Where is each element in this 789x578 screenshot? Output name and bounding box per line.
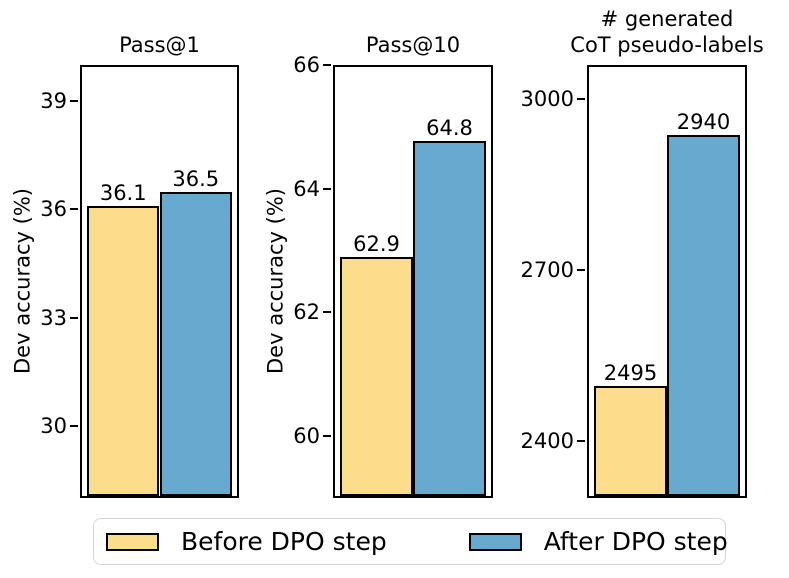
- y-tick-mark: [323, 187, 331, 190]
- y-tick-label: 62: [293, 300, 320, 325]
- y-tick-mark: [577, 269, 585, 272]
- y-tick-label: 3000: [520, 87, 574, 112]
- legend-item-before-dpo: Before DPO step: [106, 527, 387, 556]
- axes-pass1: 36.1 36.5: [80, 65, 239, 498]
- y-tick-label: 2400: [520, 429, 574, 454]
- bar-before-dpo-step: [593, 385, 667, 496]
- y-tick-label: 39: [40, 89, 67, 114]
- y-tick-label: 30: [40, 413, 67, 438]
- y-tick-label: 64: [293, 176, 320, 201]
- bar-before-dpo-step: [339, 257, 413, 496]
- legend-item-after-dpo: After DPO step: [468, 527, 728, 556]
- bar-value-label: 36.5: [172, 167, 220, 192]
- y-tick-label: 66: [293, 53, 320, 77]
- legend-label-before-dpo: Before DPO step: [181, 527, 387, 556]
- y-tick-mark: [323, 435, 331, 438]
- y-axis-label-pass1: Dev accuracy (%): [10, 188, 35, 374]
- panel-title-pass1: Pass@1: [119, 32, 200, 57]
- bar-value-label: 64.8: [426, 115, 473, 140]
- axes-pass10: 62.9 64.8: [333, 65, 493, 498]
- y-tick-mark: [70, 100, 78, 103]
- y-axis-label-pass10: Dev accuracy (%): [263, 188, 288, 374]
- legend-label-after-dpo: After DPO step: [543, 527, 728, 556]
- panel-cot-pseudo-labels: 2495 2940 # generated CoT pseudo-labels 2…: [521, 7, 764, 498]
- y-tick-mark: [70, 316, 78, 319]
- legend-swatch-before-dpo: [106, 532, 159, 551]
- y-tick-mark: [577, 440, 585, 443]
- y-tick-mark: [577, 98, 585, 101]
- y-tick-label: 60: [293, 424, 320, 449]
- legend: Before DPO step After DPO step: [93, 518, 728, 565]
- y-tick-mark: [70, 208, 78, 211]
- panel-pass1: 36.1 36.5 Pass@1 Dev accuracy (%) 30 33 36 3…: [11, 33, 239, 498]
- panel-title-pass10: Pass@10: [365, 32, 461, 57]
- y-tick-label: 33: [40, 305, 67, 330]
- y-tick-label: 36: [40, 197, 67, 222]
- bar-after-dpo-step: [413, 140, 486, 496]
- legend-swatch-after-dpo: [468, 532, 522, 551]
- y-tick-mark: [70, 424, 78, 427]
- bar-value-label: 2940: [676, 109, 731, 134]
- panel-title-cot-pseudo-labels: # generated CoT pseudo-labels: [570, 6, 764, 57]
- y-tick-label: 2700: [520, 258, 574, 283]
- bar-after-dpo-step: [159, 192, 233, 496]
- bar-value-label: 2495: [603, 360, 658, 385]
- bar-value-label: 36.1: [99, 181, 147, 206]
- bar-value-label: 62.9: [353, 232, 400, 256]
- axes-cot-pseudo-labels: 2495 2940: [587, 65, 747, 498]
- bar-after-dpo-step: [667, 134, 740, 496]
- panel-pass10: 62.9 64.8 Pass@10 Dev accuracy (%) 60 62 64…: [264, 33, 493, 498]
- bar-before-dpo-step: [86, 206, 160, 496]
- y-tick-mark: [323, 64, 331, 66]
- y-tick-mark: [323, 311, 331, 314]
